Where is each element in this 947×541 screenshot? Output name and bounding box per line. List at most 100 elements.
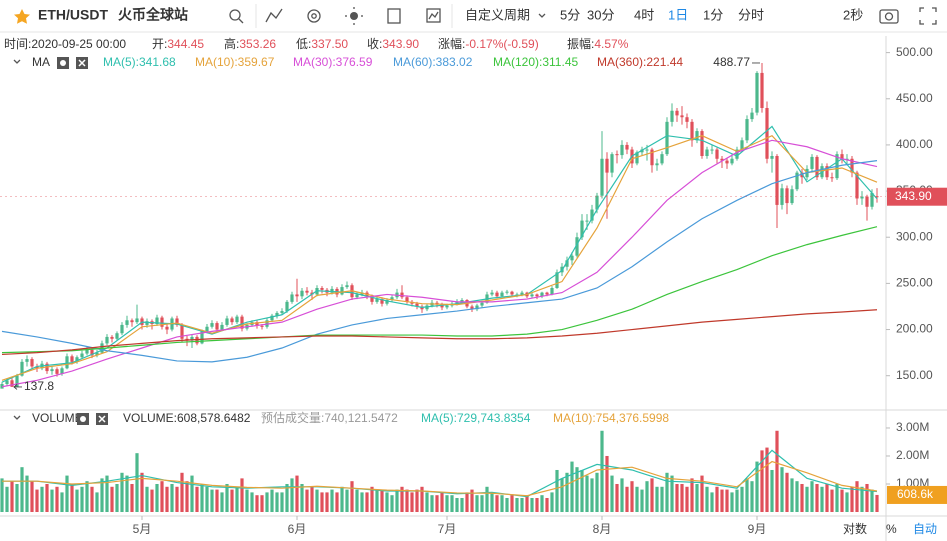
settings-icon[interactable] [307, 9, 321, 23]
candle-body [605, 158, 609, 173]
vol-y-tick-label: 3.00M [896, 420, 929, 434]
volume-bar [260, 495, 264, 512]
camera-icon[interactable] [879, 9, 899, 24]
volume-info: 预估成交量:740,121.5472 [261, 410, 398, 425]
volume-bar [35, 489, 39, 512]
draw-icon[interactable] [387, 8, 401, 24]
volume-bar [140, 472, 144, 512]
candle-body [575, 237, 579, 256]
volume-bar [525, 495, 529, 512]
volume-bar [345, 489, 349, 512]
volume-bar [290, 478, 294, 512]
volume-bar [750, 481, 754, 512]
candle-body [180, 324, 184, 339]
search-icon[interactable] [229, 9, 244, 24]
volume-bar [480, 495, 484, 512]
volume-bar [125, 475, 129, 512]
info-value: 337.50 [311, 37, 348, 51]
candle-body [640, 149, 644, 153]
candle-body [475, 305, 479, 310]
legend-item: MA(5):341.68 [103, 55, 176, 69]
volume-bar [285, 483, 289, 512]
volume-bar [420, 486, 424, 512]
auto-toggle[interactable]: 自动 [913, 522, 937, 536]
candle-body [105, 336, 109, 344]
period-option[interactable]: 30分 [587, 7, 614, 22]
volume-bar [845, 492, 849, 512]
volume-bar [755, 461, 759, 512]
candle-body [760, 72, 764, 108]
candle-body [30, 359, 34, 367]
candle-body [275, 312, 279, 316]
symbol[interactable]: ETH/USDT [38, 7, 108, 23]
candle-body [55, 369, 59, 374]
volume-bar [605, 455, 609, 512]
candle-body [175, 318, 179, 325]
volume-bar [600, 430, 604, 512]
candle-body [565, 260, 569, 267]
candle-body [730, 158, 734, 164]
candle-body [220, 324, 224, 330]
volume-info: VOLUME:608,578.6482 [123, 411, 251, 425]
info-label: 高: [224, 36, 239, 51]
indicator-icon[interactable] [265, 8, 283, 23]
candle-body [745, 119, 749, 141]
period-option[interactable]: 分时 [738, 7, 764, 22]
candle-body [610, 154, 614, 173]
legend-item: MA(60):383.02 [393, 55, 473, 69]
percent-toggle[interactable]: % [886, 522, 897, 536]
candle-body [50, 369, 54, 372]
y-tick-label: 150.00 [896, 368, 933, 382]
volume-bar [545, 497, 549, 512]
volume-bar [5, 486, 9, 512]
chart-icon[interactable] [426, 8, 441, 23]
info-value: 4.57% [594, 37, 628, 51]
period-option[interactable]: 5分 [560, 7, 580, 22]
period-menu[interactable]: 自定义周期 [465, 7, 530, 22]
collapse-arrow[interactable] [13, 59, 21, 64]
star-icon[interactable] [14, 9, 30, 24]
candle-body [615, 154, 619, 156]
vol-close-icon[interactable] [96, 413, 108, 425]
candle-body [765, 108, 769, 159]
period-option[interactable]: 1日 [668, 7, 688, 22]
candle-body [490, 292, 494, 295]
period-option[interactable]: 4时 [634, 7, 654, 22]
volume-bar [560, 478, 564, 512]
collapse-arrow[interactable] [13, 415, 21, 420]
y-tick-label: 500.00 [896, 45, 933, 59]
info-value: 353.26 [239, 37, 276, 51]
theme-icon[interactable] [345, 7, 363, 25]
volume-bar [220, 492, 224, 512]
candle-body [695, 131, 699, 141]
candle-body [650, 149, 654, 166]
candle-body [400, 292, 404, 298]
volume-bar [20, 467, 24, 512]
volume-bar [410, 492, 414, 512]
candle-body [285, 301, 289, 312]
candle-body [355, 294, 359, 298]
candle-body [455, 301, 459, 304]
candle-body [675, 110, 679, 116]
ma-line [1, 125, 878, 383]
period-option[interactable]: 1分 [703, 7, 723, 22]
candle-body [210, 323, 214, 327]
fullscreen-icon[interactable] [919, 7, 937, 25]
candle-body [840, 154, 844, 159]
candle-body [80, 353, 84, 358]
candle-body [260, 325, 264, 327]
candle-body [380, 299, 384, 304]
volume-bar [540, 495, 544, 512]
volume-bar [300, 483, 304, 512]
volume-bar [715, 486, 719, 512]
volume-bar [60, 492, 64, 512]
candle-body [750, 112, 754, 120]
log-toggle[interactable]: 对数 [843, 521, 867, 536]
volume-bar [210, 489, 214, 512]
info-label: 振幅: [567, 36, 594, 51]
ma-close-icon[interactable] [76, 57, 88, 69]
volume-bar [245, 489, 249, 512]
candle-body [145, 321, 149, 325]
refresh-rate[interactable]: 2秒 [843, 7, 863, 22]
volume-bar [725, 489, 729, 512]
